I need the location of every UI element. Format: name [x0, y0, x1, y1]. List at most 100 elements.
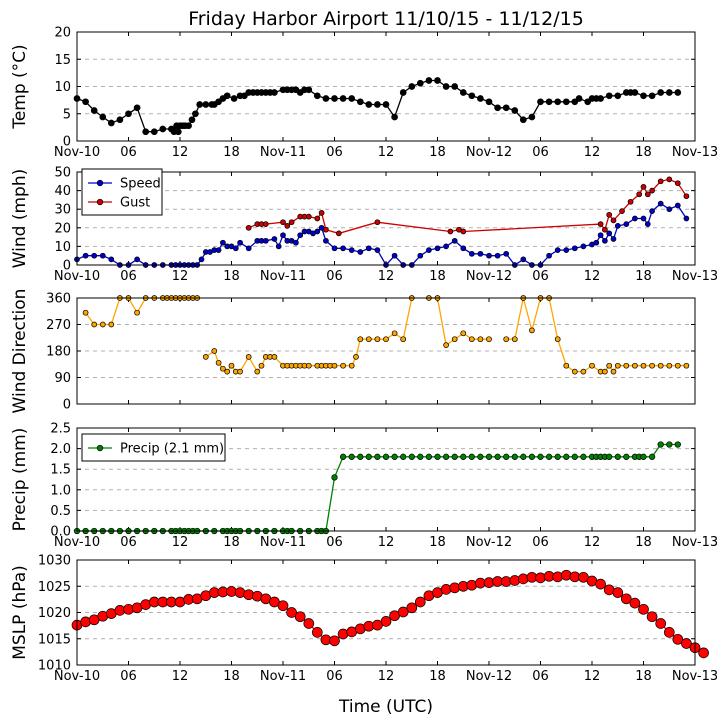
wind-data-point [215, 247, 222, 253]
direction-data-point [529, 327, 535, 334]
mslp-x-tick-label: 18 [223, 669, 240, 684]
temp-data-point [562, 98, 570, 106]
wind-data-point [91, 252, 98, 259]
direction-data-point [451, 336, 458, 343]
direction-data-point [683, 362, 690, 369]
wind-data-point [602, 226, 608, 233]
mslp-x-tick-label: 12 [172, 669, 189, 684]
direction-data-point [589, 362, 595, 369]
mslp-series-mslp [71, 569, 709, 659]
wind-x-tick-label: 18 [223, 269, 240, 284]
temp-data-point [631, 89, 639, 96]
temp-y-tick-label: 5 [63, 107, 71, 122]
wind-data-point [232, 245, 239, 252]
precip-data-point [554, 453, 561, 460]
mslp-data-point [286, 607, 297, 618]
precip-data-point [640, 453, 647, 460]
temp-x-tick-label: 18 [429, 145, 446, 160]
precip-x-tick-label: Nov-11 [260, 535, 306, 550]
precip-data-point [657, 441, 664, 448]
precip-x-tick-label: 06 [120, 535, 137, 550]
temp-data-point [451, 83, 459, 90]
direction-data-point [108, 321, 115, 328]
temp-data-point [391, 113, 398, 121]
temp-data-point [575, 95, 583, 102]
wind-data-point [649, 208, 655, 214]
temp-data-point [90, 107, 98, 114]
temp-data-point [125, 110, 132, 118]
wind-data-point [674, 202, 681, 209]
direction-data-point [357, 336, 364, 343]
precip-data-point [674, 441, 681, 448]
precip-data-point [425, 453, 433, 460]
temp-data-point [605, 92, 613, 100]
direction-data-point [468, 336, 475, 343]
temp-data-point [322, 95, 330, 102]
precip-data-point [511, 453, 518, 460]
precip-x-tick-label: 18 [429, 535, 446, 550]
wind-data-point [426, 247, 432, 253]
temp-data-point [434, 77, 441, 84]
precip-data-point [434, 453, 441, 460]
temp-data-point [648, 92, 656, 100]
wind-data-point [602, 237, 608, 244]
wind-legend-label: Gust [120, 196, 150, 211]
precip-data-point [357, 453, 364, 460]
wind-y-tick-label: 20 [54, 221, 71, 236]
wind-panel: 0 10 20 30 40 50 Wind (mph) Nov-10 06 12 18 Nov-11 0… [10, 166, 718, 285]
temp-data-point [640, 92, 647, 100]
mslp-x-tick-label: 06 [120, 669, 137, 684]
mslp-data-point [414, 596, 426, 608]
precip-data-point [477, 453, 484, 460]
direction-data-point [99, 321, 106, 328]
mslp-data-point [620, 593, 632, 605]
precip-data-point [485, 453, 493, 460]
wind-data-point [262, 237, 269, 244]
wind-legend-marker [96, 179, 104, 187]
direction-plot-frame [76, 297, 696, 405]
direction-data-point [623, 362, 630, 369]
mslp-data-point [698, 647, 709, 659]
temp-data-point [511, 107, 519, 114]
mslp-data-point [294, 611, 306, 623]
mslp-data-point [663, 627, 675, 638]
wind-data-point [374, 247, 381, 253]
wind-data-point [666, 206, 673, 213]
precip-data-point [468, 453, 475, 460]
direction-series-line [205, 297, 413, 373]
temp-data-point [408, 83, 416, 90]
wind-series-gust [245, 176, 690, 237]
direction-data-point [331, 362, 338, 369]
precip-data-point [365, 453, 372, 460]
wind-data-point [335, 230, 342, 237]
wind-data-point [280, 232, 286, 239]
precip-x-tick-label: 06 [326, 535, 343, 550]
wind-data-point [365, 245, 372, 252]
wind-data-point [494, 252, 501, 259]
wind-x-tick-label: 18 [429, 269, 446, 284]
mslp-data-point [629, 597, 641, 609]
temp-data-point [133, 104, 141, 112]
wind-legend-marker [96, 198, 104, 206]
wind-y-tick-label: 10 [54, 240, 71, 255]
wind-series-speed [74, 200, 690, 268]
precip-y-tick-label: 2.0 [50, 442, 71, 457]
wind-y-axis-label: Wind (mph) [10, 169, 30, 269]
direction-y-axis-label: Wind Direction [10, 289, 30, 414]
precip-data-point [460, 453, 467, 460]
temp-series-temp [73, 77, 682, 136]
wind-x-tick-label: 06 [326, 269, 343, 284]
mslp-y-axis-label: MSLP (hPa) [10, 565, 30, 660]
precip-data-point [348, 453, 355, 460]
precip-x-tick-label: Nov-10 [54, 535, 100, 550]
temp-data-point [674, 89, 682, 96]
direction-data-point [340, 362, 346, 369]
wind-data-point [614, 223, 621, 229]
direction-data-point [563, 362, 570, 369]
wind-x-tick-label: 12 [378, 269, 395, 284]
temp-data-point [230, 95, 238, 102]
wind-data-point [644, 221, 651, 227]
temp-x-tick-label: 12 [172, 145, 189, 160]
temp-data-point [528, 113, 536, 121]
